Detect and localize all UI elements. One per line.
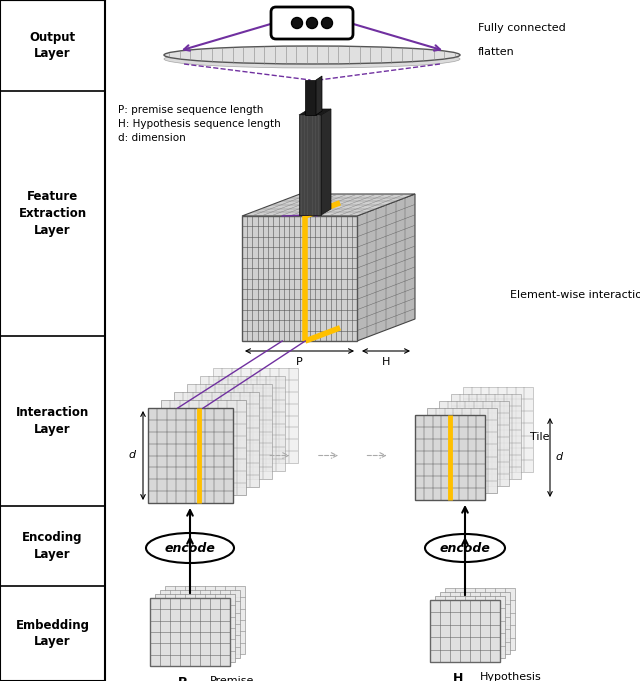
Polygon shape: [174, 392, 259, 487]
Polygon shape: [440, 592, 510, 654]
Polygon shape: [316, 76, 322, 115]
Polygon shape: [155, 594, 235, 662]
Text: P: premise sequence length
H: Hypothesis sequence length
d: dimension: P: premise sequence length H: Hypothesis…: [118, 105, 281, 143]
Polygon shape: [242, 194, 415, 216]
Text: Hypothesis: Hypothesis: [480, 672, 541, 681]
Text: Interaction
Layer: Interaction Layer: [16, 406, 89, 436]
Polygon shape: [463, 387, 533, 472]
Ellipse shape: [425, 534, 505, 562]
Polygon shape: [305, 80, 316, 115]
Ellipse shape: [164, 50, 460, 68]
Text: Premise: Premise: [210, 676, 254, 681]
Ellipse shape: [164, 46, 460, 64]
Polygon shape: [200, 376, 285, 471]
Text: encode: encode: [164, 541, 216, 554]
Polygon shape: [161, 400, 246, 495]
Circle shape: [291, 18, 303, 29]
Text: Fully connected: Fully connected: [478, 23, 566, 33]
Text: Embedding
Layer: Embedding Layer: [15, 618, 90, 648]
Text: H: H: [382, 357, 390, 367]
Polygon shape: [430, 600, 500, 662]
Polygon shape: [148, 408, 233, 503]
Text: d: d: [129, 451, 136, 460]
Text: Element-wise interaction: Element-wise interaction: [510, 290, 640, 300]
Text: encode: encode: [440, 541, 490, 554]
Polygon shape: [321, 109, 331, 215]
Polygon shape: [299, 109, 331, 115]
Text: P: P: [177, 676, 187, 681]
Polygon shape: [187, 384, 272, 479]
Polygon shape: [435, 596, 505, 658]
Text: P: P: [296, 357, 303, 367]
Polygon shape: [150, 598, 230, 666]
Polygon shape: [213, 368, 298, 463]
Polygon shape: [415, 415, 485, 500]
Polygon shape: [160, 590, 240, 658]
Polygon shape: [242, 216, 357, 341]
Text: Output
Layer: Output Layer: [29, 31, 76, 61]
FancyBboxPatch shape: [271, 7, 353, 39]
Polygon shape: [150, 598, 230, 666]
Text: H: H: [453, 672, 463, 681]
Ellipse shape: [146, 533, 234, 563]
Circle shape: [307, 18, 317, 29]
Polygon shape: [357, 194, 415, 341]
Text: Tile: Tile: [530, 432, 550, 442]
Polygon shape: [415, 415, 485, 500]
Polygon shape: [439, 401, 509, 486]
Polygon shape: [430, 600, 500, 662]
Polygon shape: [451, 394, 521, 479]
Text: Feature
Extraction
Layer: Feature Extraction Layer: [19, 190, 86, 237]
Text: Encoding
Layer: Encoding Layer: [22, 531, 83, 561]
Polygon shape: [445, 588, 515, 650]
Bar: [0, 0, 105, 681]
Polygon shape: [165, 586, 245, 654]
Polygon shape: [299, 115, 321, 215]
Text: flatten: flatten: [478, 47, 515, 57]
Circle shape: [321, 18, 333, 29]
Polygon shape: [148, 408, 233, 503]
Text: d: d: [555, 452, 562, 462]
Polygon shape: [427, 408, 497, 493]
